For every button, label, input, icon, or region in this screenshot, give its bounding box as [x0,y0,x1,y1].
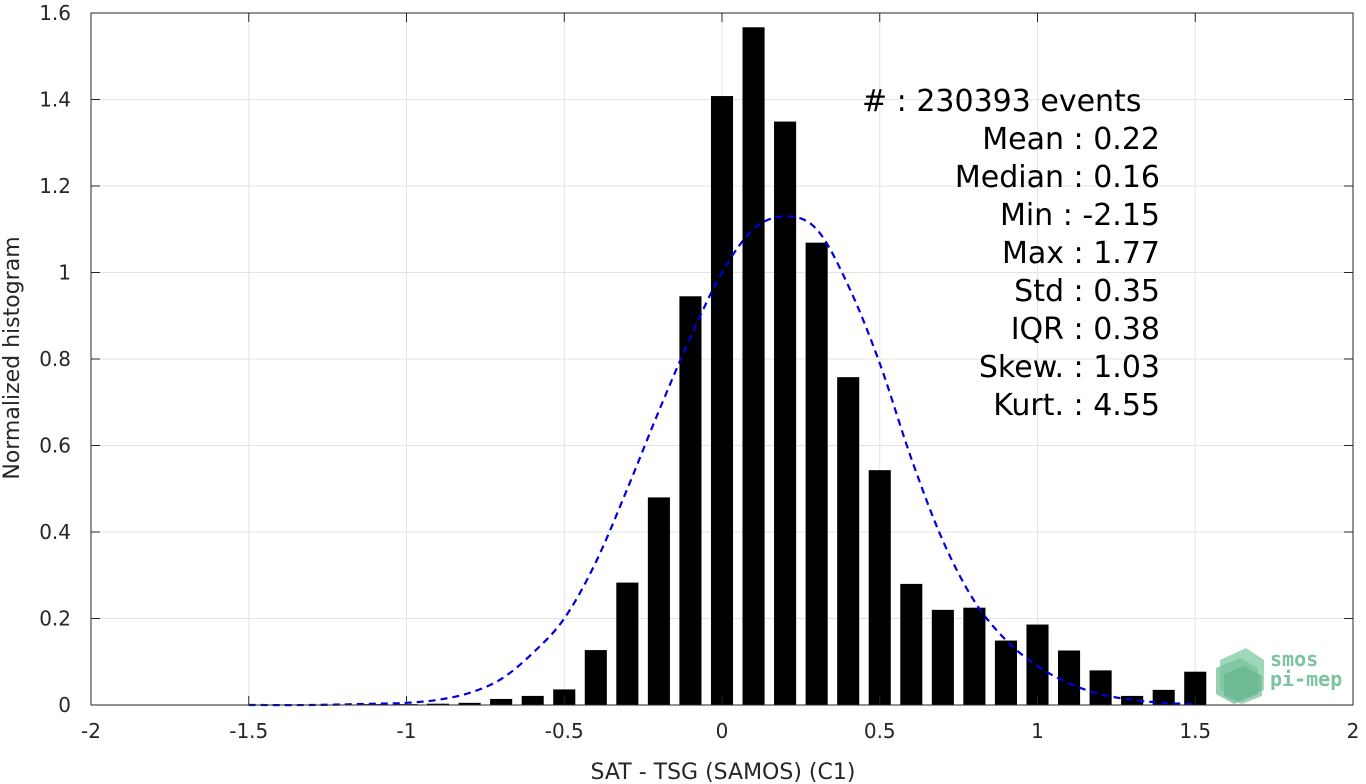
axes-frame [90,12,1354,706]
stat-line: # : 230393 events [862,84,1141,119]
y-tick-label: 0.2 [39,607,71,631]
histogram-bar [1058,650,1081,705]
smos-pimep-logo: smos pi-mep [1216,647,1342,704]
logo-mark-icon [1216,648,1264,704]
histogram-bar [931,609,954,705]
histogram-bar [1089,670,1112,705]
y-tick-label: 0.4 [39,520,71,544]
x-axis-label: SAT - TSG (SAMOS) (C1) [591,760,856,784]
histogram-bar [521,695,544,705]
histogram-bar [647,497,670,705]
y-tick-label: 1 [58,261,71,285]
histogram-bar [679,296,702,705]
histogram-bar [774,121,797,706]
histogram-bar [710,96,734,706]
x-tick-label: 1.5 [1179,719,1211,743]
histogram-bar [742,27,765,705]
x-tick-label: 1 [1031,719,1044,743]
histogram-bar [805,242,828,705]
logo-line2: pi-mep [1270,667,1342,691]
fit-curve-line [248,215,1196,707]
stat-line: Std : 0.35 [1014,274,1160,309]
logo-line1: smos [1270,647,1318,671]
x-tick-label: 2 [1347,719,1360,743]
stat-line: Kurt. : 4.55 [993,388,1160,423]
x-tick-label: 0 [716,719,729,743]
y-tick-label: 1.4 [39,88,71,112]
histogram-bar [458,702,481,705]
fit-curve [248,215,1196,707]
y-tick-label: 1.2 [39,174,71,198]
histogram-bar [616,582,639,705]
x-tick-label: -2 [81,719,101,743]
histogram-bar [994,640,1017,705]
stat-line: Min : -2.15 [1000,198,1160,233]
stat-line: Skew. : 1.03 [979,350,1160,385]
stat-line: IQR : 0.38 [1011,312,1160,347]
y-tick-label: 1.6 [39,1,71,25]
x-tick-label: -1 [397,719,417,743]
histogram-bar [490,698,513,705]
tick-labels: -2 -1.5 -1 -0.5 0 0.5 1 1.5 2 0 0.2 0.4 0.6 0.8 1 1.2 1.… [39,1,1359,743]
y-tick-label: 0.8 [39,347,71,371]
y-tick-label: 0 [58,693,71,717]
histogram-bars [237,27,1207,706]
x-tick-label: 0.5 [864,719,896,743]
stat-line: Median : 0.16 [955,160,1160,195]
histogram-bar [584,650,607,705]
x-tick-label: -1.5 [229,719,268,743]
stat-line: Mean : 0.22 [982,122,1160,157]
x-tick-label: -0.5 [545,719,584,743]
histogram-bar [963,607,986,705]
stat-line: Max : 1.77 [1002,236,1160,271]
y-tick-label: 0.6 [39,434,71,458]
histogram-bar [1152,689,1175,705]
y-axis-label: Normalized histogram [0,236,25,479]
histogram-bar [868,470,891,705]
histogram-bar [427,703,450,705]
histogram-bar [900,583,923,705]
histogram-bar [1184,671,1207,705]
histogram-bar [837,377,860,705]
